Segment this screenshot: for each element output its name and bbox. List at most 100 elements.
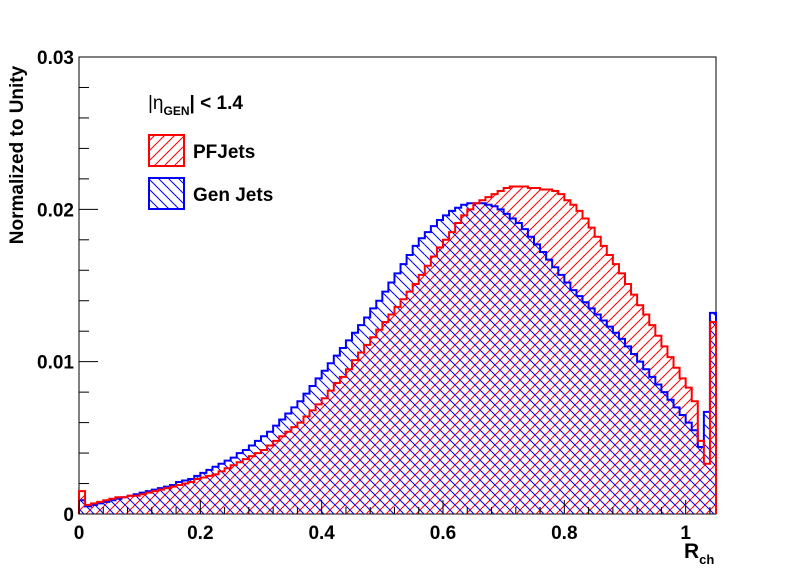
bin-genjets (188, 478, 195, 514)
bin-genjets (521, 229, 528, 515)
bin-genjets (345, 340, 352, 514)
bin-genjets (291, 407, 298, 514)
bin-genjets (430, 226, 437, 514)
bin-genjets (115, 498, 122, 514)
legend-swatch-genjets (148, 177, 185, 210)
bin-genjets (491, 206, 498, 514)
bin-genjets (612, 332, 619, 514)
bin-genjets (145, 491, 152, 514)
bin-genjets (576, 296, 583, 514)
bin-genjets (600, 320, 607, 514)
bin-genjets (133, 494, 140, 514)
bin-genjets (200, 472, 207, 514)
bin-genjets (176, 482, 183, 514)
bin-genjets (248, 445, 255, 514)
bin-genjets (376, 300, 383, 514)
bin-genjets (170, 485, 177, 514)
bin-genjets (279, 419, 286, 514)
bin-genjets (151, 489, 158, 514)
x-tick-label: 0.4 (308, 523, 335, 544)
bin-genjets (418, 238, 425, 514)
bin-genjets (443, 215, 450, 514)
bin-genjets (139, 492, 146, 514)
bin-genjets (691, 430, 698, 514)
bin-genjets (163, 486, 170, 514)
bin-genjets (297, 401, 304, 514)
bin-genjets (527, 236, 534, 514)
bin-genjets (625, 346, 632, 514)
y-axis-label: Normalized to Unity (7, 65, 28, 244)
outline-pfjets (78, 185, 717, 514)
bin-genjets (631, 354, 638, 514)
bin-genjets (685, 422, 692, 514)
legend-swatch-pfjets (148, 134, 185, 167)
bin-genjets (206, 469, 213, 514)
bin-genjets (273, 425, 280, 514)
bin-genjets (91, 504, 98, 514)
bin-genjets (352, 332, 359, 514)
bin-genjets (303, 393, 310, 514)
bin-genjets (212, 466, 219, 514)
x-tick-label: 0 (74, 523, 85, 544)
bin-genjets (382, 291, 389, 514)
bin-genjets (285, 413, 292, 514)
bin-genjets (667, 399, 674, 514)
bin-genjets (594, 314, 601, 514)
y-tick-label: 0.03 (37, 48, 74, 69)
legend-entry-pfjets: PFJets (148, 134, 255, 167)
outline-genjets (78, 202, 717, 514)
bin-genjets (364, 317, 371, 514)
x-tick-label: 1 (680, 523, 691, 544)
bin-genjets (709, 312, 716, 514)
bin-genjets (230, 457, 237, 514)
legend: PFJets Gen Jets (148, 134, 273, 210)
bin-genjets (673, 407, 680, 514)
bin-genjets (570, 290, 577, 514)
bin-genjets (182, 480, 189, 514)
bin-genjets (546, 259, 553, 514)
bin-genjets (97, 503, 104, 514)
bin-genjets (157, 488, 164, 514)
bin-genjets (679, 414, 686, 514)
legend-entry-genjets: Gen Jets (148, 177, 273, 210)
bin-genjets (697, 446, 704, 514)
bin-genjets (588, 308, 595, 514)
x-tick-labels: 0 0.2 0.4 0.6 0.8 1 (74, 523, 692, 544)
bin-genjets (485, 204, 492, 514)
bin-genjets (261, 436, 268, 514)
bin-genjets (412, 245, 419, 515)
y-tick-label: 0.01 (37, 353, 74, 374)
bin-genjets (109, 500, 116, 514)
bin-genjets (643, 369, 650, 514)
bin-genjets (127, 495, 134, 514)
axis-ticks (78, 56, 711, 515)
bin-genjets (606, 326, 613, 514)
bin-genjets (218, 463, 225, 514)
x-axis-label: Rch (684, 540, 714, 567)
bin-genjets (564, 282, 571, 514)
bin-genjets (85, 506, 92, 514)
bin-genjets (121, 497, 128, 514)
bin-genjets (473, 203, 480, 515)
bin-genjets (103, 501, 110, 514)
bin-genjets (236, 453, 243, 514)
bin-genjets (194, 475, 201, 514)
bin-genjets (254, 440, 261, 514)
bin-genjets (467, 203, 474, 515)
bin-genjets (424, 232, 431, 514)
bin-genjets (655, 384, 662, 514)
bin-genjets (461, 204, 468, 514)
bin-genjets (479, 203, 486, 515)
bin-genjets (321, 370, 328, 514)
bin-genjets (455, 207, 462, 514)
bin-genjets (339, 347, 346, 514)
bin-genjets (267, 431, 274, 514)
bin-genjets (661, 392, 668, 514)
bin-genjets (242, 450, 249, 514)
bin-genjets (388, 282, 395, 514)
bin-genjets (558, 274, 565, 514)
bin-genjets (503, 213, 510, 515)
x-tick-label: 0.6 (430, 523, 456, 544)
bin-genjets (327, 363, 334, 514)
bin-genjets (333, 355, 340, 514)
